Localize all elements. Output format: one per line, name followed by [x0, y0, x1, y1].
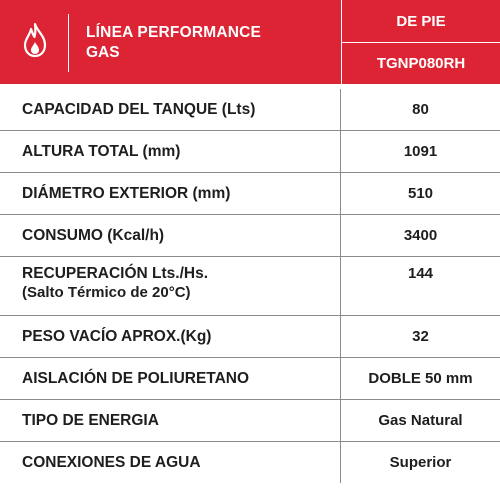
row-label: CAPACIDAD DEL TANQUE (Lts) — [0, 89, 341, 130]
header-banner: LÍNEA PERFORMANCE GAS DE PIE TGNP080RH — [0, 0, 500, 84]
table-row: CAPACIDAD DEL TANQUE (Lts) 80 — [0, 89, 500, 131]
row-value: DOBLE 50 mm — [368, 370, 473, 387]
row-label: AISLACIÓN DE POLIURETANO — [0, 358, 341, 399]
table-row: ALTURA TOTAL (mm) 1091 — [0, 131, 500, 173]
table-row: CONEXIONES DE AGUA Superior — [0, 442, 500, 483]
table-row: CONSUMO (Kcal/h) 3400 — [0, 215, 500, 257]
row-value: 32 — [412, 328, 429, 345]
row-label: PESO VACÍO APROX.(Kg) — [0, 316, 341, 357]
row-value: 1091 — [403, 143, 438, 160]
product-line-subtitle: GAS — [86, 44, 120, 61]
row-label: CONSUMO (Kcal/h) — [0, 215, 341, 256]
header-separator — [68, 14, 69, 72]
row-value: Gas Natural — [378, 412, 463, 429]
row-value: 3400 — [403, 227, 438, 244]
row-label-note: (Salto Térmico de 20°C) — [22, 284, 191, 301]
row-value: 144 — [407, 265, 434, 282]
product-line-title: LÍNEA PERFORMANCE — [86, 24, 262, 41]
spec-table: CAPACIDAD DEL TANQUE (Lts) 80 ALTURA TOT… — [0, 89, 500, 483]
table-row: DIÁMETRO EXTERIOR (mm) 510 — [0, 173, 500, 215]
row-label: CONEXIONES DE AGUA — [0, 442, 341, 483]
model-type: DE PIE — [396, 12, 446, 30]
table-row: TIPO DE ENERGIA Gas Natural — [0, 400, 500, 442]
model-box-divider — [341, 42, 500, 43]
row-value: 80 — [412, 101, 429, 118]
row-label-main: RECUPERACIÓN Lts./Hs. — [22, 265, 209, 282]
row-value: 510 — [407, 185, 434, 202]
row-label: DIÁMETRO EXTERIOR (mm) — [0, 173, 341, 214]
table-row: PESO VACÍO APROX.(Kg) 32 — [0, 316, 500, 358]
row-label: RECUPERACIÓN Lts./Hs. (Salto Térmico de … — [0, 257, 341, 315]
row-value: Superior — [389, 454, 452, 471]
flame-icon — [23, 22, 47, 58]
table-row: RECUPERACIÓN Lts./Hs. (Salto Térmico de … — [0, 257, 500, 316]
row-label: ALTURA TOTAL (mm) — [0, 131, 341, 172]
model-code: TGNP080RH — [376, 55, 466, 72]
table-row: AISLACIÓN DE POLIURETANO DOBLE 50 mm — [0, 358, 500, 400]
row-label: TIPO DE ENERGIA — [0, 400, 341, 441]
